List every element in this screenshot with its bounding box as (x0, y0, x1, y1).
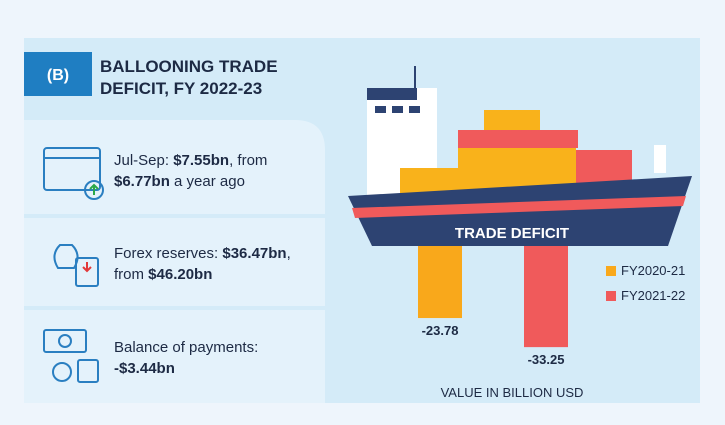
text-run: a year ago (170, 173, 245, 190)
annotation: TRADE DEFICIT (455, 225, 569, 242)
text-run: Jul-Sep: (114, 152, 173, 169)
text-run: $6.77bn (114, 173, 170, 190)
item-text: Balance of payments: (114, 339, 258, 356)
item-text: $6.77bn a year ago (114, 173, 245, 190)
icons (43, 147, 104, 383)
title: DEFICIT, FY 2022-23 (100, 79, 262, 98)
legend-swatch (606, 291, 616, 301)
legend-swatch (606, 266, 616, 276)
bar (524, 245, 568, 348)
item-text: -$3.44bn (114, 360, 175, 377)
axis-label: VALUE IN BILLION USD (441, 385, 584, 400)
ship-shape (352, 196, 686, 218)
ship-shape (458, 130, 578, 148)
text-run: Balance of payments: (114, 339, 258, 356)
title: BALLOONING TRADE (100, 57, 278, 76)
text-run: $7.55bn (173, 152, 229, 169)
text-run: -$3.44bn (114, 360, 175, 377)
data-label: -23.78 (422, 323, 459, 338)
ship-shape (654, 145, 666, 173)
left-column (24, 120, 325, 403)
ship-window (375, 106, 386, 113)
text-run: , (287, 245, 291, 262)
legend-label: FY2021-22 (621, 288, 685, 303)
legend-label: FY2020-21 (621, 263, 685, 278)
text-run: $36.47bn (222, 245, 286, 262)
cash-icon (43, 329, 87, 353)
item-text: Jul-Sep: $7.55bn, from (114, 152, 267, 169)
bar (418, 245, 462, 319)
ship-shape (484, 110, 540, 130)
data-label: -33.25 (528, 352, 565, 367)
ship-shape (367, 88, 417, 100)
up-icon (84, 180, 104, 200)
ship-window (392, 106, 403, 113)
logo (24, 52, 92, 96)
text-run: from (114, 266, 148, 283)
calendar-icon (43, 147, 101, 191)
item-text: Forex reserves: $36.47bn, (114, 245, 291, 262)
ship-window (409, 106, 420, 113)
text-run: $46.20bn (148, 266, 212, 283)
item-text: from $46.20bn (114, 266, 212, 283)
text-run: Forex reserves: (114, 245, 222, 262)
logo-mark: (B) (47, 67, 69, 84)
text-run: , from (229, 152, 267, 169)
calendar-icon (77, 359, 99, 383)
